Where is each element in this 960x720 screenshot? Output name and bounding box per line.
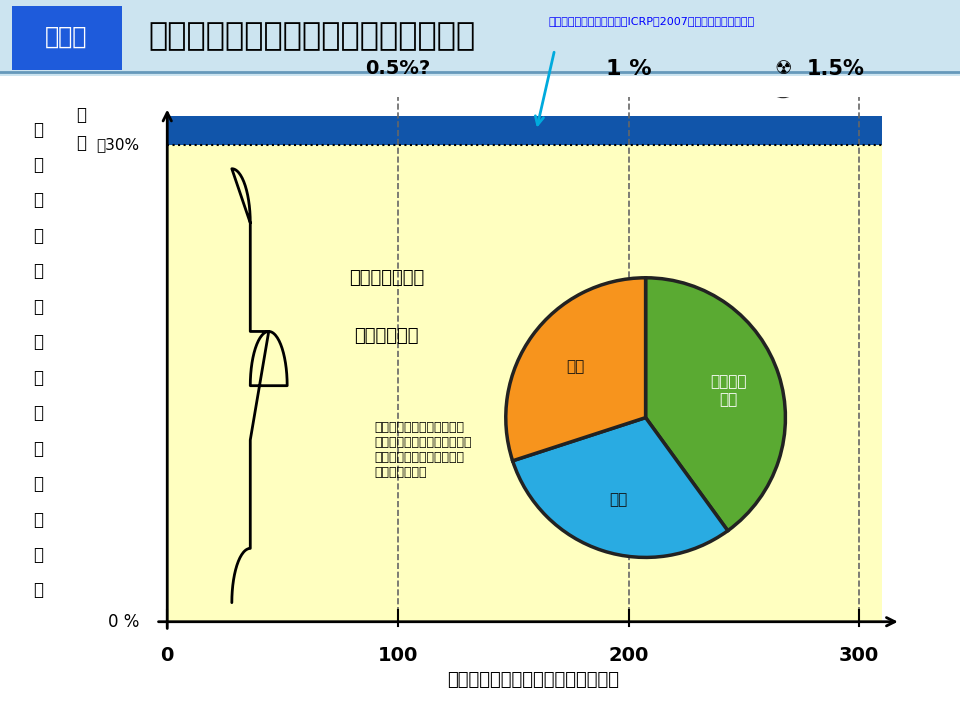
Text: 200: 200 [609, 646, 649, 665]
Text: が: が [34, 120, 43, 138]
Text: 300: 300 [839, 646, 879, 665]
Text: 1.5%: 1.5% [807, 58, 865, 78]
Text: （国際放射線防護委員会（ICRP）2007年勧告による推定値）: （国際放射線防護委員会（ICRP）2007年勧告による推定値） [548, 16, 755, 26]
Wedge shape [513, 418, 728, 557]
Text: っ: っ [34, 262, 43, 280]
Text: 0 %: 0 % [108, 613, 139, 631]
Text: て: て [34, 298, 43, 316]
Text: その他の
原因: その他の 原因 [709, 374, 746, 407]
Text: に: に [34, 192, 43, 210]
Text: 個々のがんの原因は特定さ
れていないが食事、たばこ、
ウィルス、細菌等の感染と
考えられている: 個々のがんの原因は特定さ れていないが食事、たばこ、 ウィルス、細菌等の感染と … [374, 421, 472, 479]
Text: の: の [34, 510, 43, 528]
Text: 割: 割 [34, 546, 43, 564]
Text: 等によるがん: 等によるがん [354, 327, 419, 345]
Bar [12, 6, 122, 70]
Text: ん: ん [77, 134, 86, 152]
Text: 低線量率被ばくによるがん死亡リスク: 低線量率被ばくによるがん死亡リスク [149, 21, 476, 52]
Text: 合: 合 [34, 582, 43, 599]
Text: 約30%: 約30% [96, 138, 139, 153]
Text: ん: ん [34, 156, 43, 174]
Text: 100: 100 [377, 646, 418, 665]
Text: す: す [34, 404, 43, 422]
Text: 0: 0 [160, 646, 174, 665]
Text: ☢: ☢ [775, 59, 792, 78]
Bar [167, 145, 882, 622]
Text: る: る [34, 440, 43, 458]
Ellipse shape [762, 40, 804, 97]
Text: 1 %: 1 % [606, 58, 651, 78]
Text: 累積の放射線量（ミリシーベルト）: 累積の放射線量（ミリシーベルト） [446, 671, 619, 690]
Text: よ: よ [34, 227, 43, 245]
Text: 人: 人 [34, 475, 43, 493]
Text: リスク: リスク [45, 24, 87, 48]
Text: 個人の生活習慣: 個人の生活習慣 [348, 269, 424, 287]
Text: 0.5%?: 0.5%? [365, 59, 430, 78]
Text: が: が [77, 107, 86, 124]
Wedge shape [645, 278, 785, 531]
Bar [167, 116, 882, 145]
Text: 亡: 亡 [34, 369, 43, 387]
Text: 喫煙: 喫煙 [566, 359, 585, 374]
Text: 死: 死 [34, 333, 43, 351]
Wedge shape [506, 278, 645, 461]
Text: 食事: 食事 [610, 492, 628, 508]
